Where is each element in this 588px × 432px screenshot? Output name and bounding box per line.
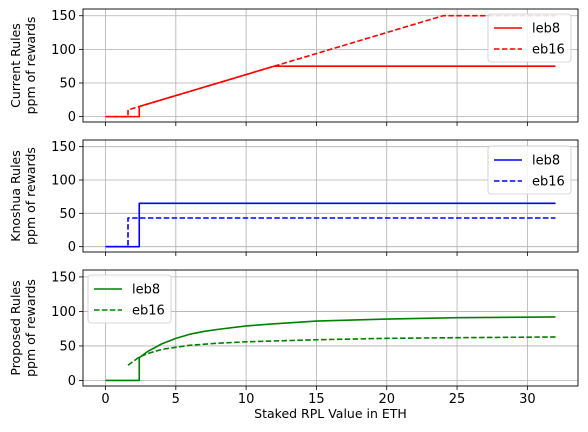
subplot-1: 0 50 100 150 Current Rulesppm of rewards leb8… [8, 8, 579, 126]
y-tick-label: 150 [51, 270, 76, 285]
axes-frame [82, 139, 579, 253]
y-axis-label: Current Rulesppm of rewards [8, 17, 38, 115]
legend: leb8 eb16 [487, 13, 572, 63]
x-tick-label: 5 [172, 392, 180, 407]
y-tick-label: 100 [51, 174, 76, 189]
y-axis-label-line: Proposed Rules [8, 280, 23, 375]
x-tick-label: 0 [101, 392, 109, 407]
legend-box [87, 274, 172, 324]
legend-label-leb8: leb8 [532, 22, 560, 37]
series-line-eb16 [105, 14, 556, 118]
y-axis-label-line: ppm of rewards [23, 17, 38, 115]
legend-box [487, 13, 572, 63]
y-axis-label-line: Current Rules [8, 23, 23, 108]
y-tick-label: 0 [68, 374, 76, 389]
y-axis-label-line: ppm of rewards [23, 279, 38, 377]
y-axis-label: Proposed Rulesppm of rewards [8, 279, 38, 377]
legend-label-leb8: leb8 [532, 154, 560, 169]
y-tick-label: 0 [68, 110, 76, 125]
legend-label-leb8: leb8 [132, 283, 160, 298]
legend-label-eb16: eb16 [532, 43, 565, 58]
x-tick-label: 25 [449, 392, 466, 407]
y-tick-label: 150 [51, 140, 76, 155]
legend-label-eb16: eb16 [532, 175, 565, 190]
legend: leb8 eb16 [87, 274, 172, 324]
legend-box [487, 145, 572, 195]
y-tick-label: 150 [51, 9, 76, 24]
y-tick-label: 50 [59, 207, 76, 222]
y-tick-label: 100 [51, 43, 76, 58]
subplot-2: 0 50 100 150 Knoshua Rulesppm of rewards leb8… [8, 139, 579, 256]
x-tick-label: 15 [308, 392, 325, 407]
x-tick-label: 20 [378, 392, 395, 407]
y-axis-label-line: ppm of rewards [23, 147, 38, 245]
x-axis-label: Staked RPL Value in ETH [254, 406, 407, 421]
series-line-eb16 [127, 336, 556, 366]
y-axis-label: Knoshua Rulesppm of rewards [8, 147, 38, 245]
axes-frame [82, 8, 579, 123]
x-tick-label: 30 [519, 392, 536, 407]
y-axis-label-line: Knoshua Rules [8, 150, 23, 241]
y-tick-label: 50 [59, 76, 76, 91]
y-tick-label: 100 [51, 305, 76, 320]
subplot-3: 0 50 100 150 0 5 10 15 20 25 30 Proposed Rulesppm o… [8, 269, 579, 407]
legend-label-eb16: eb16 [132, 304, 165, 319]
series-line-eb16 [105, 217, 556, 248]
legend: leb8 eb16 [487, 145, 572, 195]
axes-frame [82, 269, 579, 387]
y-tick-label: 0 [68, 240, 76, 255]
x-tick-label: 10 [238, 392, 255, 407]
y-tick-label: 50 [59, 339, 76, 354]
